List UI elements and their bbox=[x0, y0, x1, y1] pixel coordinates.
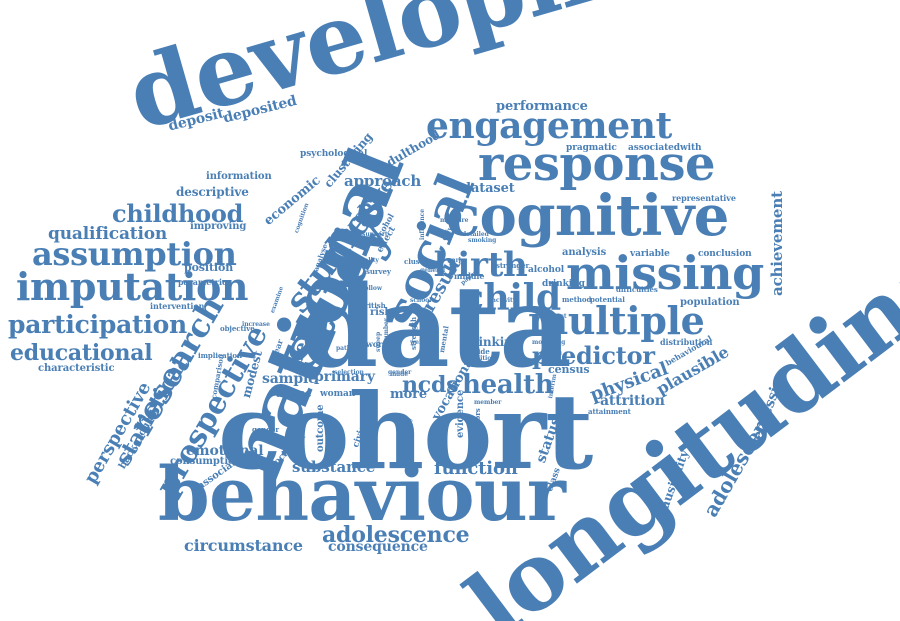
word-influence: influence bbox=[419, 209, 426, 240]
word-circumstance: circumstance bbox=[184, 536, 303, 555]
word-characteristic: characteristic bbox=[38, 363, 115, 374]
word-census: census bbox=[548, 363, 590, 376]
word-participant: gender bbox=[252, 425, 280, 434]
word-position: position bbox=[184, 261, 234, 274]
word-middle: middle bbox=[454, 271, 485, 281]
word-risk: risk bbox=[370, 307, 392, 318]
word-cohort: cohort bbox=[218, 370, 593, 493]
word-adolescence: adolescence bbox=[322, 522, 470, 548]
word-birth: birth bbox=[434, 245, 528, 285]
word-psychological: psychological bbox=[300, 149, 368, 159]
word-ncds: ncds bbox=[402, 372, 459, 398]
word-british: british bbox=[360, 301, 386, 310]
word-guide: guide bbox=[468, 347, 490, 356]
word-abuse: more bbox=[390, 387, 428, 402]
word-drinking: drinking bbox=[542, 279, 585, 289]
word-associatedwith: associatedwith bbox=[628, 143, 702, 153]
word-achievement: achievement bbox=[768, 191, 786, 296]
word-class: primary bbox=[314, 369, 375, 385]
word-descriptive: descriptive bbox=[176, 185, 249, 199]
word-engagement: engagement bbox=[426, 105, 672, 147]
word-dataset: dataset bbox=[462, 181, 515, 196]
word-educational: educational bbox=[10, 340, 153, 366]
word-approach: approach bbox=[344, 172, 422, 190]
word-attrition: attrition bbox=[600, 393, 665, 409]
word-objective: objective bbox=[220, 324, 255, 333]
word-increase: increase bbox=[242, 321, 270, 328]
word-general: general bbox=[420, 267, 446, 274]
word-parametric: parametric bbox=[178, 277, 227, 287]
word-primary: woman bbox=[320, 389, 356, 399]
word-support: support bbox=[362, 231, 388, 238]
word-pragmatic: pragmatic bbox=[566, 143, 617, 153]
word-number: number bbox=[383, 318, 390, 344]
word-population: population bbox=[680, 297, 740, 308]
word-intervention: intervention bbox=[150, 301, 205, 311]
word-qualification: qualification bbox=[48, 224, 168, 244]
word-modelling: modelling bbox=[532, 339, 566, 346]
word-analysis: analysis bbox=[562, 247, 607, 258]
word-weight: weight bbox=[410, 339, 433, 346]
word-participation: participation bbox=[8, 310, 187, 339]
word-conclusion: conclusion bbox=[698, 249, 752, 259]
word-method: method bbox=[562, 295, 592, 304]
word-assumption: assumption bbox=[32, 235, 237, 273]
word-performance: performance bbox=[496, 99, 588, 114]
word-gender: gender bbox=[388, 369, 412, 376]
word-multiple: multiple bbox=[528, 298, 705, 343]
word-pathway: pathway bbox=[336, 345, 364, 352]
word-consequence: consequence bbox=[328, 539, 428, 555]
word-consumption: consumption bbox=[170, 456, 242, 467]
word-early: early bbox=[448, 257, 465, 264]
word-measure: measure bbox=[440, 217, 469, 224]
word-sample: abuse bbox=[276, 387, 312, 400]
word-conduct: conduct bbox=[540, 313, 567, 320]
word-quality: quality bbox=[356, 257, 379, 264]
word-status: sample bbox=[262, 371, 317, 387]
word-addition: addition bbox=[468, 355, 496, 362]
word-implication: implication bbox=[198, 351, 242, 360]
word-sweep: sweep bbox=[375, 331, 382, 352]
word-attainment: attainment bbox=[588, 407, 631, 416]
word-missing: missing bbox=[566, 246, 764, 300]
word-representative: representative bbox=[672, 193, 736, 203]
word-potential: potential bbox=[590, 295, 625, 304]
word-data: data bbox=[300, 262, 572, 393]
word-substance: substance bbox=[292, 458, 376, 476]
word-result: alcohol bbox=[528, 265, 565, 275]
word-distribution: distribution bbox=[660, 337, 713, 347]
word-cognitive: cognitive bbox=[446, 183, 729, 249]
word-school: school bbox=[410, 297, 432, 304]
word-difficulties: difficulties bbox=[616, 285, 658, 294]
word-year: drinking bbox=[464, 335, 522, 349]
word-behaviour: behaviour bbox=[158, 452, 566, 538]
word-cluster: cluster bbox=[404, 257, 431, 266]
word-activity: activity bbox=[492, 297, 517, 304]
word-science: outcome bbox=[315, 404, 326, 452]
word-function: function bbox=[434, 458, 518, 479]
word-information: information bbox=[206, 171, 272, 182]
word-predictor: predictor bbox=[532, 341, 655, 370]
word-emotional: emotional bbox=[186, 443, 264, 459]
word-child: child bbox=[462, 277, 561, 319]
word-follow: follow bbox=[362, 285, 382, 292]
word-detailed: detailed bbox=[462, 231, 489, 238]
word-member: member bbox=[474, 399, 502, 406]
word-imputation: imputation bbox=[16, 264, 249, 309]
word-improving: improving bbox=[190, 221, 247, 232]
word-stronger: stronger bbox=[496, 261, 530, 270]
word-smoking: smoking bbox=[468, 237, 497, 244]
word-childhood: childhood bbox=[112, 199, 244, 228]
word-response: response bbox=[478, 136, 716, 192]
word-outcome: evidence bbox=[455, 389, 466, 438]
word-selection: selection bbox=[334, 369, 364, 376]
word-predictors: predictors bbox=[473, 408, 482, 448]
word-survey: survey bbox=[366, 267, 391, 276]
word-worse: worse bbox=[366, 339, 392, 349]
word-variable: variable bbox=[630, 249, 670, 259]
word-health: health bbox=[462, 370, 554, 400]
word-made: made bbox=[390, 371, 409, 378]
